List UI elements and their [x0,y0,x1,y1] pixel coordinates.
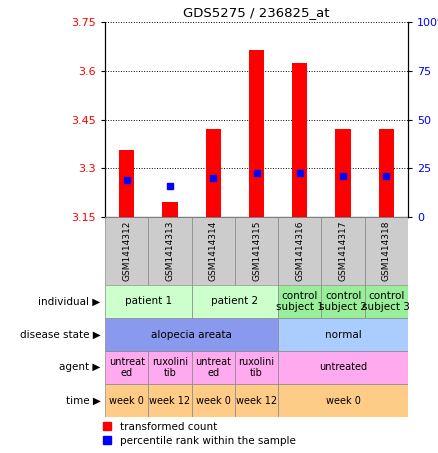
Text: patient 2: patient 2 [211,297,258,307]
Bar [292,63,307,217]
Text: ruxolini
tib: ruxolini tib [238,357,275,378]
Text: GSM1414314: GSM1414314 [209,221,218,281]
Text: week 12: week 12 [149,395,191,405]
Bar [365,285,408,318]
Bar [105,318,278,351]
Text: GSM1414315: GSM1414315 [252,221,261,281]
Text: untreat
ed: untreat ed [109,357,145,378]
Bar [148,351,191,384]
Bar [235,217,278,285]
Bar [162,202,177,217]
Bar [105,351,148,384]
Text: week 0: week 0 [325,395,360,405]
Text: alopecia areata: alopecia areata [151,329,232,339]
Text: control
subject 3: control subject 3 [362,291,410,312]
Text: GSM1414312: GSM1414312 [122,221,131,281]
Text: GSM1414316: GSM1414316 [295,221,304,281]
Text: control
subject 1: control subject 1 [276,291,324,312]
Title: GDS5275 / 236825_at: GDS5275 / 236825_at [183,6,330,19]
Bar [105,384,148,417]
Text: week 0: week 0 [196,395,231,405]
Bar [105,217,148,285]
Bar [321,285,365,318]
Bar [235,384,278,417]
Bar [191,351,235,384]
Bar [148,217,191,285]
Bar [249,50,264,217]
Bar [321,217,365,285]
Bar [105,285,191,318]
Bar [336,129,351,217]
Bar [191,285,278,318]
Text: GSM1414317: GSM1414317 [339,221,348,281]
Bar [278,384,408,417]
Text: week 12: week 12 [236,395,277,405]
Text: normal: normal [325,329,361,339]
Bar [205,129,221,217]
Bar [148,384,191,417]
Bar [278,351,408,384]
Bar [191,384,235,417]
Text: GSM1414313: GSM1414313 [166,221,174,281]
Bar [278,285,321,318]
Text: untreated: untreated [319,362,367,372]
Bar [278,217,321,285]
Text: control
subject 2: control subject 2 [319,291,367,312]
Text: disease state ▶: disease state ▶ [20,329,101,339]
Bar [191,217,235,285]
Text: GSM1414318: GSM1414318 [382,221,391,281]
Legend: transformed count, percentile rank within the sample: transformed count, percentile rank withi… [102,422,296,446]
Bar [119,150,134,217]
Bar [235,351,278,384]
Text: ruxolini
tib: ruxolini tib [152,357,188,378]
Text: untreat
ed: untreat ed [195,357,231,378]
Text: time ▶: time ▶ [66,395,101,405]
Text: agent ▶: agent ▶ [59,362,101,372]
Bar [365,217,408,285]
Text: individual ▶: individual ▶ [39,297,101,307]
Bar [379,129,394,217]
Bar [278,318,408,351]
Text: week 0: week 0 [109,395,144,405]
Text: patient 1: patient 1 [125,297,172,307]
